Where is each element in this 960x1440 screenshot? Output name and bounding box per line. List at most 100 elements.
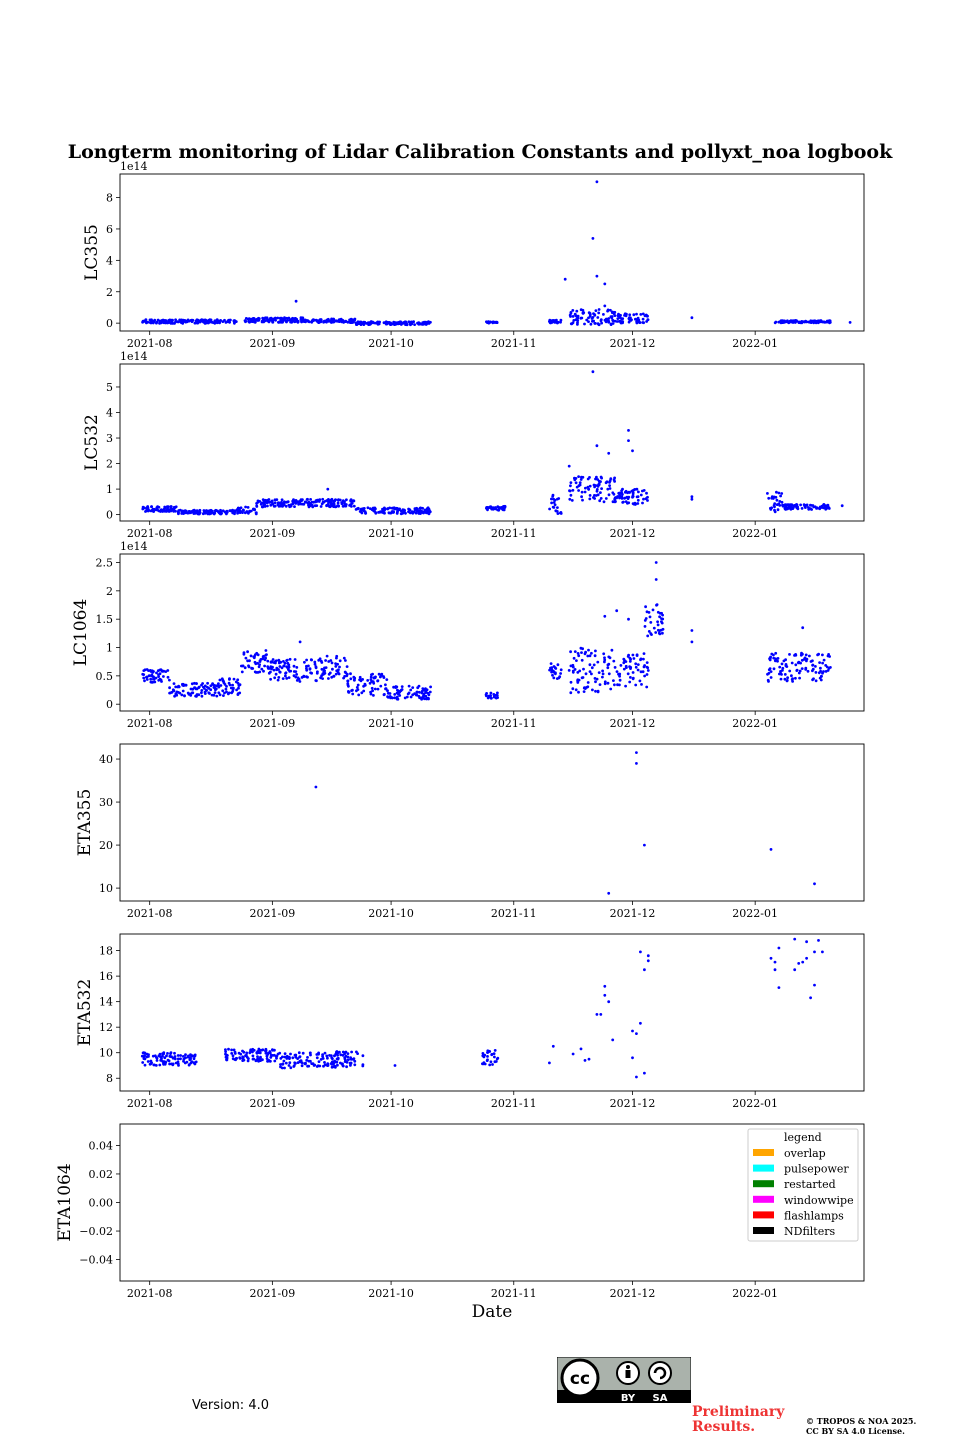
data-point — [349, 677, 353, 681]
y-axis-label: LC1064 — [71, 599, 91, 667]
data-point — [585, 318, 589, 322]
data-point — [821, 950, 824, 954]
data-point — [642, 497, 645, 501]
data-point — [595, 677, 599, 681]
data-point — [597, 308, 601, 311]
data-point — [490, 1053, 494, 1057]
data-point — [601, 669, 604, 673]
data-point — [569, 493, 573, 497]
data-point — [558, 675, 562, 679]
data-point — [399, 509, 403, 513]
data-point — [646, 314, 649, 318]
data-point — [172, 505, 176, 509]
data-point — [646, 959, 650, 963]
data-point — [659, 628, 663, 632]
data-point — [297, 1051, 301, 1055]
data-point — [271, 1048, 274, 1051]
data-point — [279, 502, 283, 506]
data-point — [394, 686, 398, 689]
y-offset-text: 1e14 — [120, 160, 148, 173]
data-point — [143, 679, 146, 683]
data-point — [392, 510, 395, 514]
data-point — [189, 510, 193, 514]
data-point — [591, 319, 594, 323]
data-point — [610, 648, 614, 652]
data-point — [580, 676, 584, 680]
data-point — [149, 321, 153, 325]
data-point — [602, 652, 606, 656]
axes-frame — [119, 173, 865, 332]
data-point — [368, 681, 372, 685]
data-point — [589, 322, 593, 326]
data-point — [785, 320, 788, 324]
data-point — [188, 1063, 191, 1066]
data-point — [233, 321, 236, 325]
data-point — [265, 1057, 269, 1060]
data-point — [312, 1064, 316, 1067]
data-point — [638, 321, 642, 324]
data-point — [149, 677, 153, 681]
data-point — [799, 661, 802, 665]
data-point — [805, 657, 809, 661]
data-point — [550, 666, 554, 669]
data-point — [612, 492, 616, 496]
data-point — [232, 1048, 236, 1052]
data-point — [241, 508, 245, 512]
data-point — [349, 672, 352, 676]
data-point — [298, 640, 302, 644]
data-point — [559, 318, 563, 322]
data-point — [840, 504, 844, 508]
data-point — [237, 507, 241, 510]
data-point — [314, 785, 318, 789]
data-point — [423, 508, 427, 512]
data-point — [588, 494, 592, 497]
legend-entry-flashlamps: flashlamps — [784, 1209, 844, 1222]
data-point — [177, 509, 181, 512]
data-point — [606, 666, 610, 670]
data-point — [690, 497, 694, 501]
data-point — [583, 490, 587, 494]
data-point — [192, 1057, 196, 1061]
data-point — [345, 498, 348, 502]
data-point — [334, 505, 338, 509]
data-point — [393, 693, 397, 696]
data-point — [592, 496, 595, 499]
data-point — [393, 322, 396, 325]
y-tick-label: 2 — [106, 585, 113, 598]
y-tick-label: 8 — [106, 1072, 113, 1085]
data-point — [779, 670, 782, 673]
data-point — [293, 505, 296, 508]
data-point — [212, 693, 216, 697]
data-point — [645, 491, 648, 495]
data-point — [785, 679, 789, 682]
data-point — [167, 319, 171, 322]
data-point — [790, 674, 793, 678]
data-point — [413, 692, 416, 696]
data-point — [350, 689, 353, 692]
data-point — [193, 510, 197, 514]
data-point — [245, 1051, 249, 1055]
legend-swatch-restarted — [753, 1180, 774, 1188]
data-point — [640, 683, 643, 686]
data-point — [794, 663, 798, 667]
data-point — [149, 509, 153, 513]
data-point — [610, 311, 614, 314]
data-point — [191, 687, 195, 691]
data-point — [225, 685, 228, 688]
data-point — [380, 673, 383, 677]
data-point — [797, 962, 801, 965]
data-point — [622, 661, 626, 665]
data-point — [787, 503, 791, 507]
data-point — [158, 1063, 162, 1067]
data-point — [645, 320, 648, 323]
data-point — [248, 1051, 252, 1055]
data-point — [233, 509, 237, 513]
data-point — [780, 662, 784, 666]
data-point — [393, 1064, 397, 1067]
data-point — [378, 320, 381, 324]
data-point — [556, 663, 560, 667]
data-point — [573, 478, 577, 482]
data-point — [801, 652, 804, 656]
data-point — [236, 693, 240, 696]
data-point — [822, 503, 825, 507]
